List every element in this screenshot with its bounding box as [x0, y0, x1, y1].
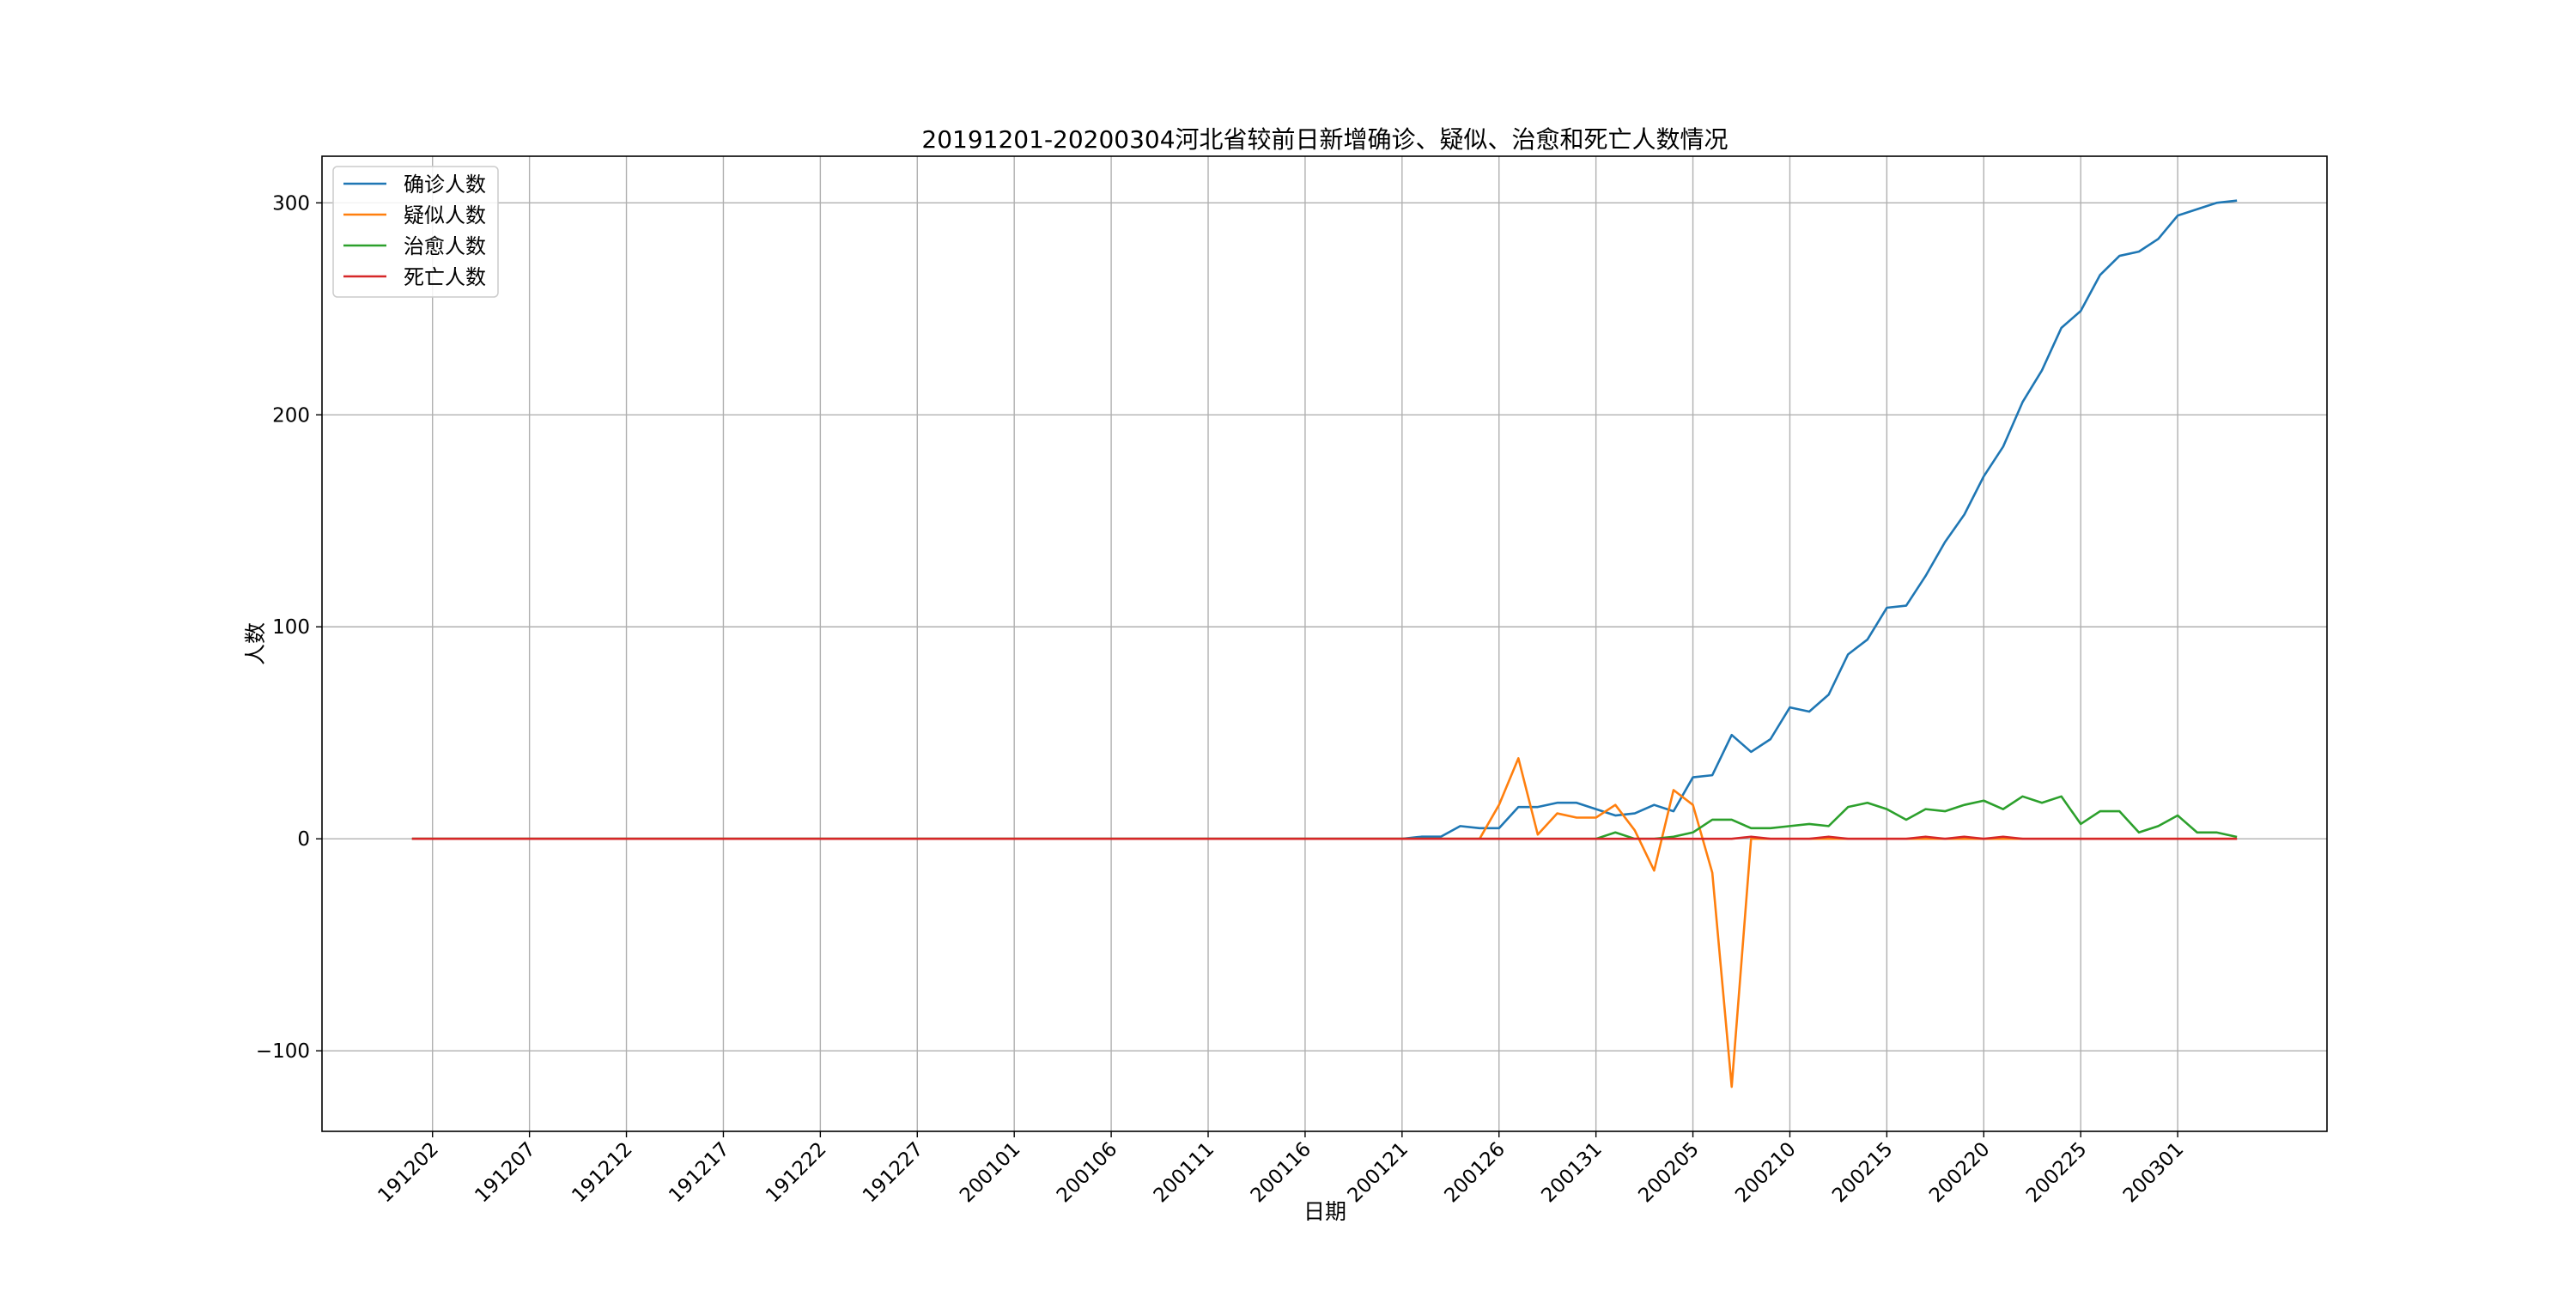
series-line-2	[411, 757, 2238, 1088]
x-axis-label: 日期	[1303, 1199, 1346, 1224]
chart-title: 20191201-20200304河北省较前日新增确诊、疑似、治愈和死亡人数情况	[921, 125, 1728, 154]
y-axis: −100 0 100 200 300	[256, 192, 322, 1063]
series-layer	[411, 199, 2238, 1088]
y-axis-label: 人数	[243, 622, 268, 665]
series-line-4	[411, 835, 2238, 840]
grid-layer	[322, 156, 2327, 1131]
legend-label-2: 疑似人数	[404, 203, 486, 227]
plot-frame	[321, 155, 2328, 1132]
legend-box	[332, 166, 499, 298]
y-tick-label: 300	[272, 192, 310, 215]
legend-label-1: 确诊人数	[404, 173, 486, 197]
legend-label-3: 治愈人数	[404, 234, 486, 258]
series-line-3	[411, 795, 2238, 840]
y-tick-label: 0	[297, 828, 310, 851]
series-line-1	[411, 199, 2238, 840]
legend-label-4: 死亡人数	[404, 265, 486, 289]
y-tick-label: 100	[272, 616, 310, 639]
y-tick-label: 200	[272, 404, 310, 427]
y-tick-label: −100	[256, 1040, 310, 1063]
